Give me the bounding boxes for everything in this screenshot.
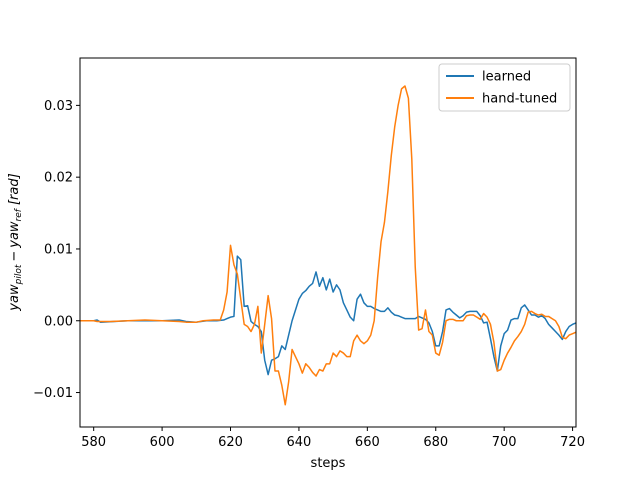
legend-label-hand-tuned: hand-tuned xyxy=(482,92,557,107)
x-axis-label: steps xyxy=(311,456,346,471)
y-label-base1: yaw xyxy=(7,284,22,312)
y-axis: −0.01 0.00 0.01 0.02 0.03 xyxy=(33,99,80,401)
y-tick-label: 0.01 xyxy=(44,242,73,257)
x-tick-label: 620 xyxy=(218,435,243,450)
x-tick-label: 580 xyxy=(81,435,106,450)
x-axis: 580 600 620 640 660 680 700 720 xyxy=(81,427,585,450)
y-label-unit: [rad] xyxy=(7,173,22,205)
y-tick-label: −0.01 xyxy=(33,386,73,401)
x-tick-label: 640 xyxy=(287,435,312,450)
plot-area xyxy=(80,85,576,406)
y-label-base2: yaw xyxy=(7,221,22,249)
x-tick-label: 720 xyxy=(560,435,585,450)
x-tick-label: 660 xyxy=(355,435,380,450)
y-label-operator: − xyxy=(7,251,22,262)
x-tick-label: 680 xyxy=(423,435,448,450)
y-label-sub1: pilot xyxy=(14,264,24,285)
legend: learned hand-tuned xyxy=(438,63,571,112)
y-label-sub2: ref xyxy=(14,207,24,221)
y-tick-label: 0.02 xyxy=(44,171,73,186)
legend-label-learned: learned xyxy=(482,70,531,85)
axes-frame xyxy=(79,57,577,428)
series-line-learned xyxy=(80,255,576,376)
y-tick-label: 0.03 xyxy=(44,99,73,114)
y-tick-label: 0.00 xyxy=(44,314,73,329)
y-axis-label: yawpilot−yawref[rad] xyxy=(7,173,24,311)
x-tick-label: 700 xyxy=(492,435,517,450)
series-line-hand-tuned xyxy=(80,85,576,406)
x-tick-label: 600 xyxy=(150,435,175,450)
